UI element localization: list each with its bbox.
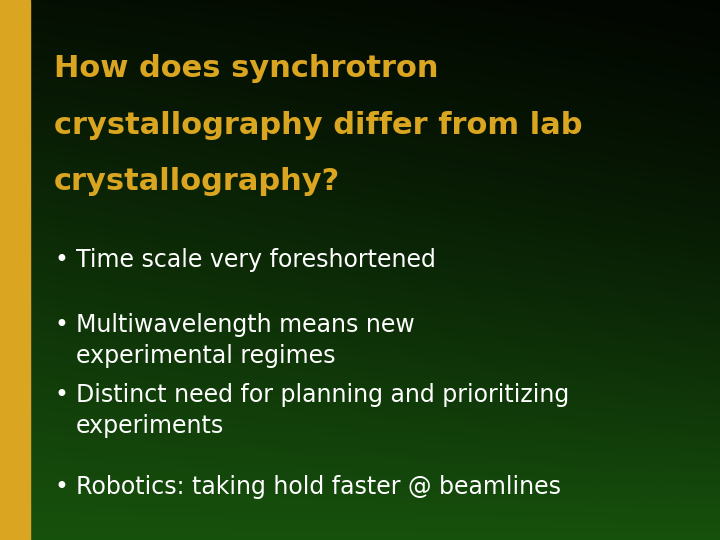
Text: •: • [54, 313, 68, 337]
Text: crystallography?: crystallography? [54, 167, 341, 197]
Text: Time scale very foreshortened: Time scale very foreshortened [76, 248, 436, 272]
Text: Robotics: taking hold faster @ beamlines: Robotics: taking hold faster @ beamlines [76, 475, 561, 499]
Text: How does synchrotron: How does synchrotron [54, 54, 438, 83]
Text: Distinct need for planning and prioritizing
experiments: Distinct need for planning and prioritiz… [76, 383, 569, 438]
Text: •: • [54, 248, 68, 272]
Text: •: • [54, 383, 68, 407]
Text: Multiwavelength means new
experimental regimes: Multiwavelength means new experimental r… [76, 313, 414, 368]
Text: •: • [54, 475, 68, 499]
Bar [0, 0, 30, 540]
Text: crystallography differ from lab: crystallography differ from lab [54, 111, 582, 140]
